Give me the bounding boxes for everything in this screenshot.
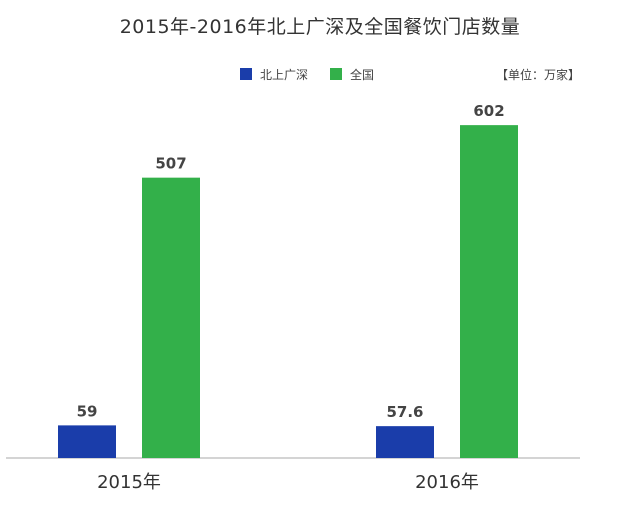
bar-bjsh-0 [58,425,116,458]
legend: 北上广深 全国 [240,66,396,82]
unit-label: 【单位：万家】 [495,68,580,82]
x-tick-label: 2015年 [97,472,161,493]
legend-swatch-bjsh [240,68,252,80]
legend-label-national: 全国 [350,67,375,82]
legend-item-bjsh: 北上广深 [240,66,308,83]
bar-national-1 [460,125,518,459]
bar-value-label: 602 [473,102,504,120]
legend-swatch-national [330,68,343,80]
x-tick-label: 2016年 [415,472,479,493]
bar-bjsh-1 [376,426,434,458]
bar-value-label: 57.6 [386,403,423,421]
bar-national-0 [142,177,200,459]
chart-title: 2015年-2016年北上广深及全国餐饮门店数量 [119,16,521,38]
bar-value-label: 59 [77,402,98,420]
legend-label-bjsh: 北上广深 [260,67,309,82]
bar-value-label: 507 [155,155,186,173]
legend-item-national: 全国 [330,66,374,83]
